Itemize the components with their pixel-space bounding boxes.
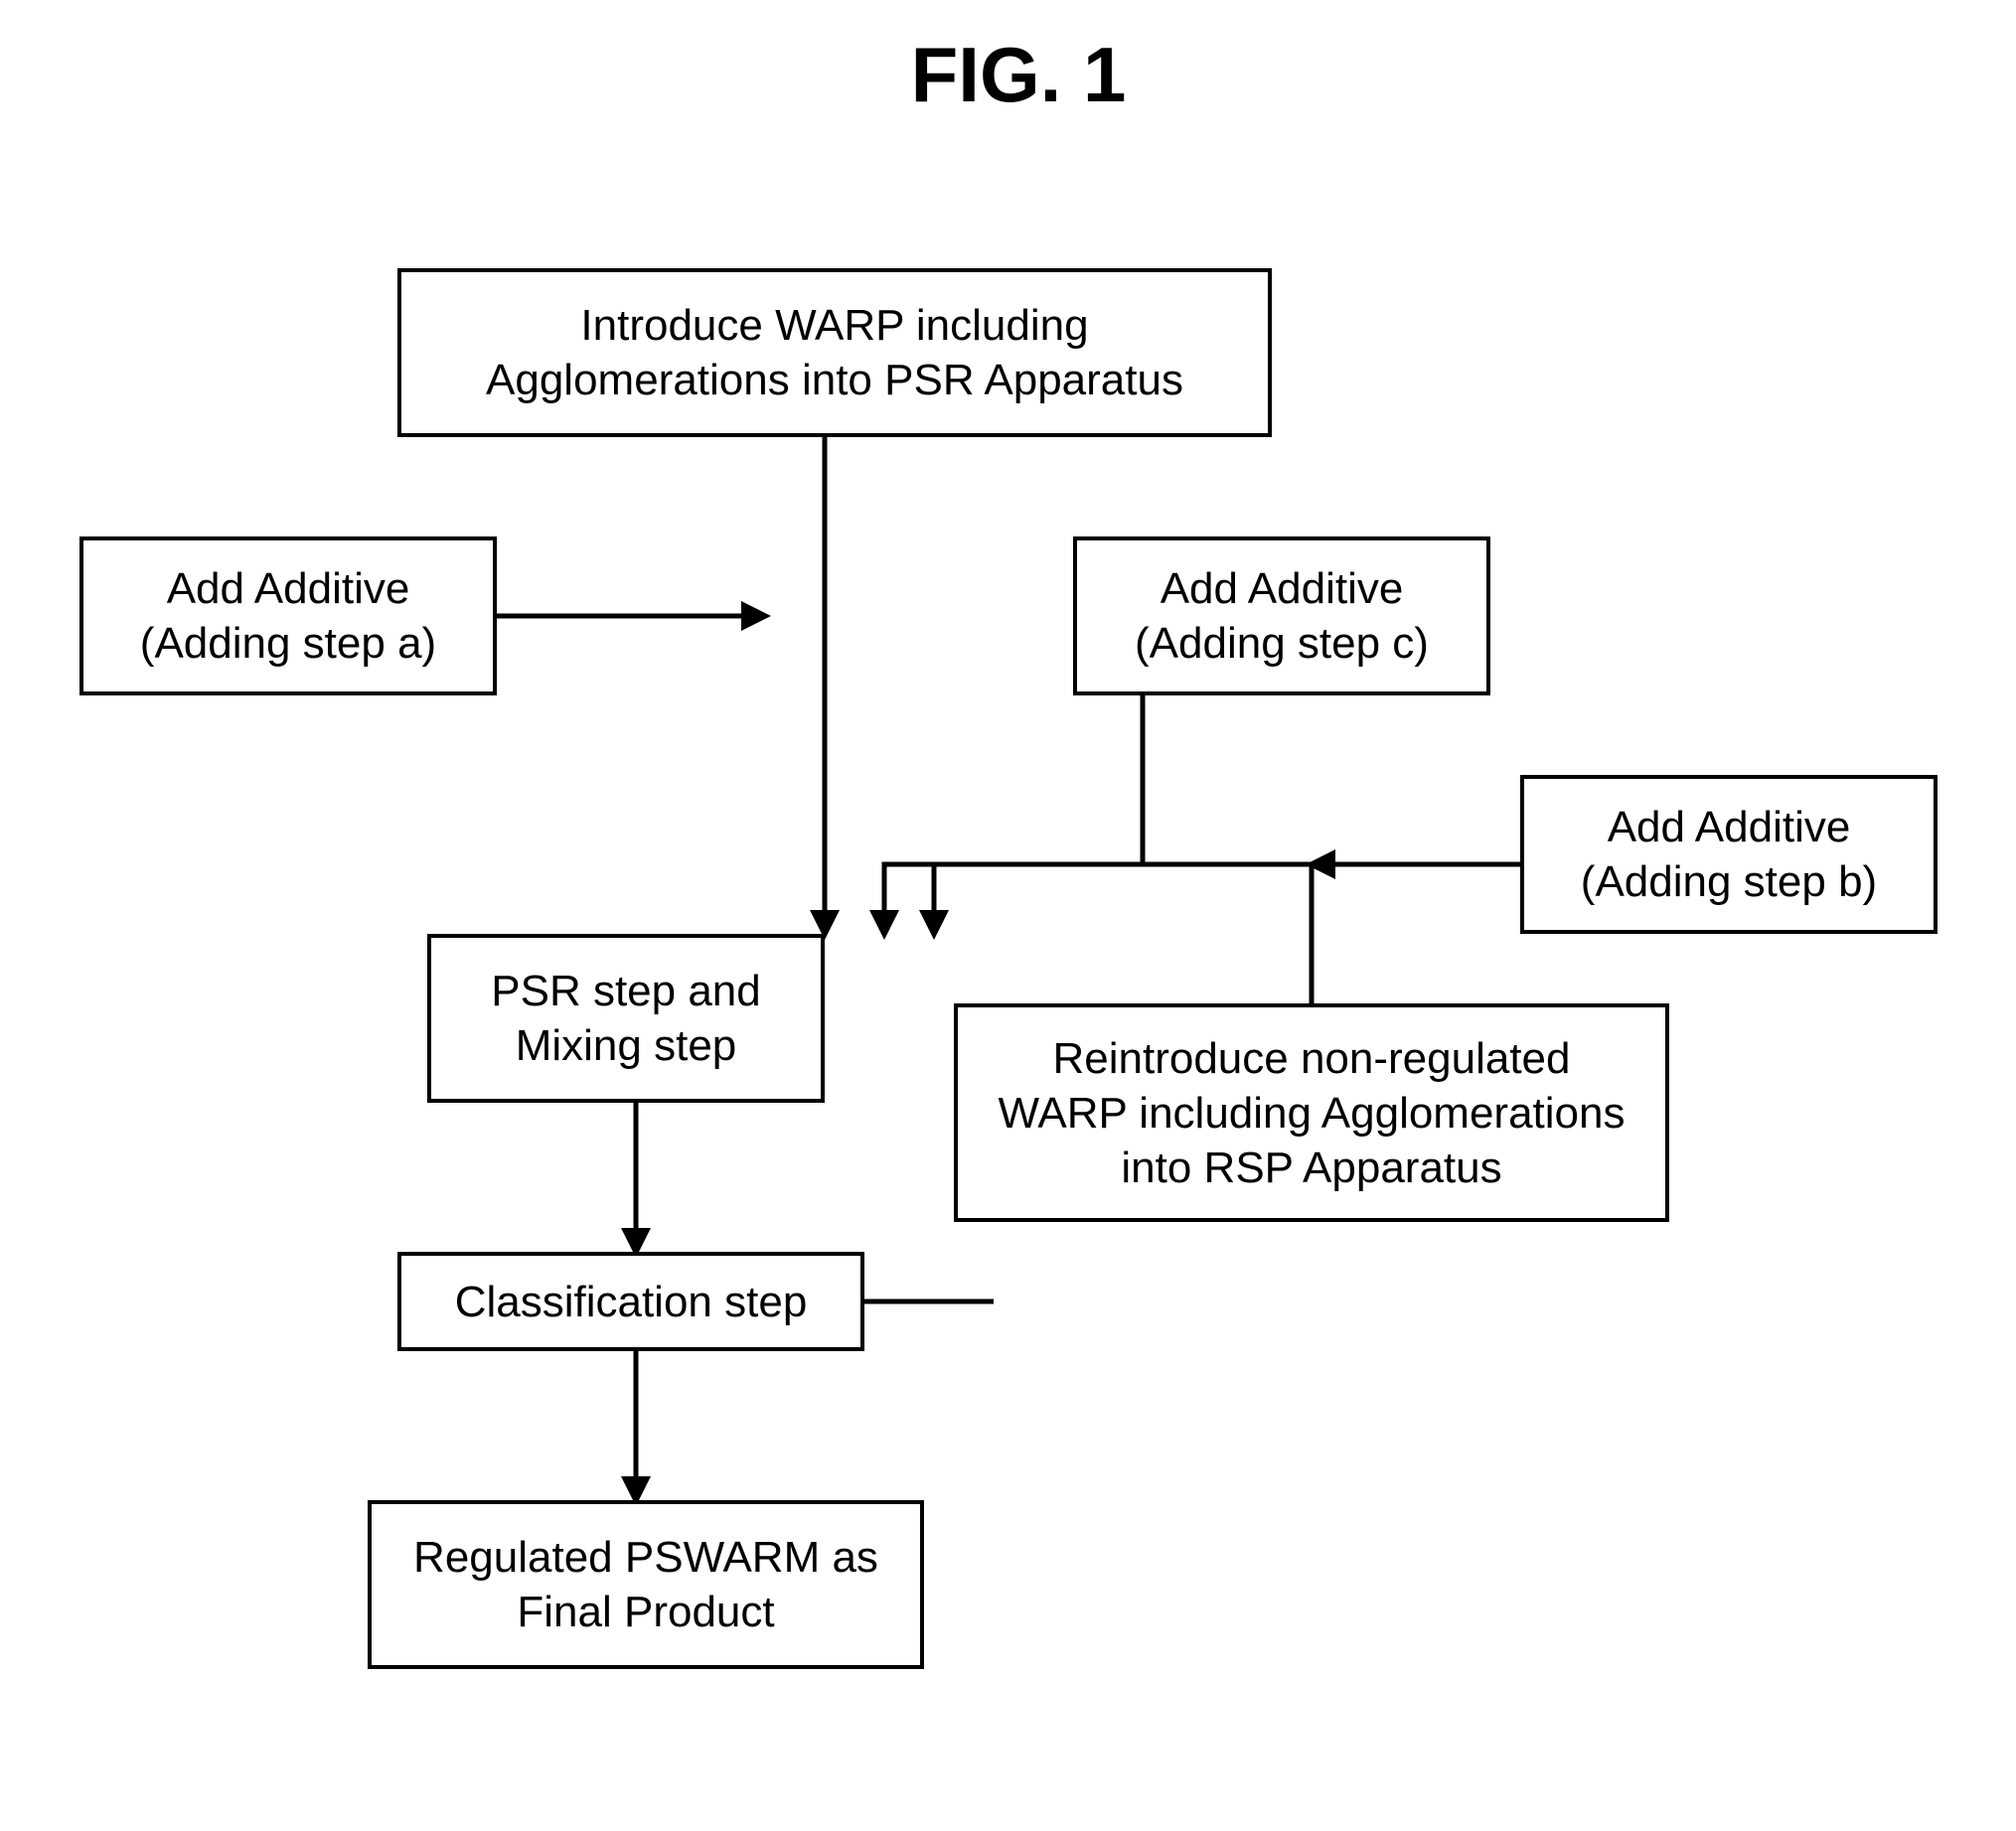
node-label: Add Additive(Adding step a) (140, 561, 436, 671)
node-final: Regulated PSWARM asFinal Product (368, 1500, 924, 1669)
edge-c-to-main (884, 695, 1143, 934)
node-label: Add Additive(Adding step b) (1581, 800, 1877, 909)
node-label: Introduce WARP includingAgglomerations i… (486, 298, 1183, 407)
node-label: Reintroduce non-regulatedWARP including … (999, 1031, 1626, 1195)
node-add-b: Add Additive(Adding step b) (1520, 775, 1938, 934)
node-label: Regulated PSWARM asFinal Product (413, 1530, 878, 1639)
node-intro: Introduce WARP includingAgglomerations i… (397, 268, 1272, 437)
flowchart-canvas: FIG. 1 Introduce WARP includingAgglomera… (0, 0, 2016, 1831)
node-classify: Classification step (397, 1252, 864, 1351)
node-add-a: Add Additive(Adding step a) (79, 536, 497, 695)
node-reintro: Reintroduce non-regulatedWARP including … (954, 1003, 1669, 1222)
node-add-c: Add Additive(Adding step c) (1073, 536, 1490, 695)
node-psr: PSR step andMixing step (427, 934, 825, 1103)
node-label: PSR step andMixing step (491, 964, 761, 1073)
node-label: Add Additive(Adding step c) (1135, 561, 1429, 671)
figure-title: FIG. 1 (845, 30, 1192, 120)
node-label: Classification step (455, 1275, 808, 1329)
